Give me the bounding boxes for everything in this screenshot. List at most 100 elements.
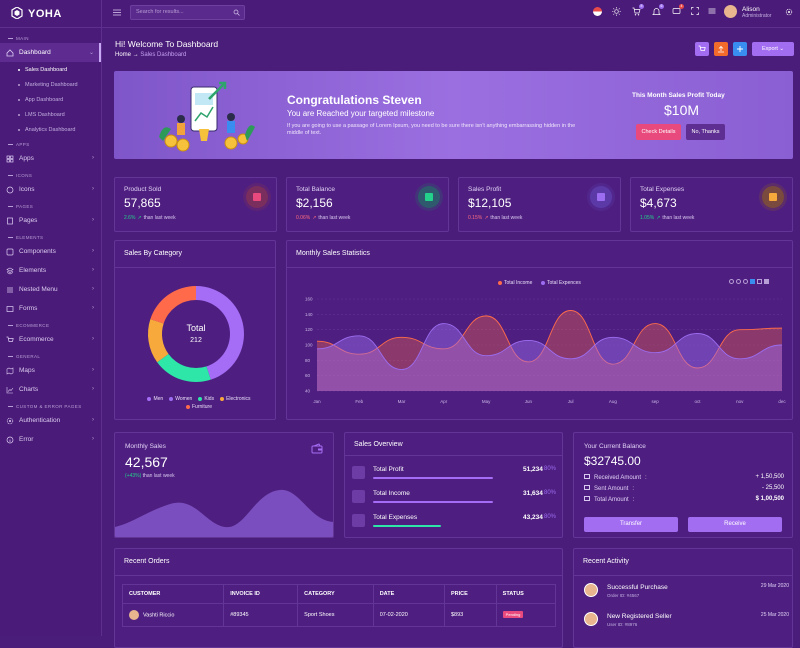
avatar[interactable] [724, 5, 737, 18]
overview-value: 31,634 [523, 490, 543, 497]
list-icon [7, 287, 13, 292]
sidebar-item-charts[interactable]: Charts › [0, 380, 101, 399]
flag-icon[interactable] [593, 7, 602, 16]
orders-table: CUSTOMER INVOICE ID CATEGORY DATE PRICE STATU… [121, 584, 557, 627]
stat-change-suffix: than last week [143, 215, 176, 221]
sidebar-item-error[interactable]: Error › [0, 430, 101, 449]
info-icon [6, 436, 14, 443]
sidebar-item-authentication[interactable]: Authentication › [0, 411, 101, 430]
menu-lines-icon[interactable] [708, 7, 716, 15]
sidebar-item-dashboard[interactable]: Dashboard ⌄ [0, 43, 101, 62]
sidebar-item-nested[interactable]: Nested Menu › [0, 280, 101, 299]
table-header[interactable]: STATUS [495, 584, 557, 604]
welcome-banner: Congratulations Steven You are Reached y… [114, 71, 793, 159]
sun-icon[interactable] [612, 7, 621, 16]
home-icon [6, 48, 14, 56]
x-tick-label: Aug [609, 399, 618, 404]
search-icon[interactable] [233, 9, 240, 16]
sales-overview-card: Sales Overview Total Profit 51,234 80% Tota… [344, 432, 563, 538]
receive-icon [584, 474, 590, 479]
stat-label: Total Balance [296, 186, 336, 193]
balance-sep: : [632, 497, 635, 503]
zoom-select-icon[interactable] [743, 279, 748, 284]
stat-change-suffix: than last week [490, 215, 523, 221]
table-header[interactable]: DATE [372, 584, 446, 604]
cart-icon[interactable]: 5 [632, 4, 644, 16]
bell-icon[interactable]: 6 [652, 4, 664, 16]
sidebar-item-icons[interactable]: Icons › [0, 180, 101, 199]
activity-subtitle: Order ID: #4567 [607, 593, 640, 598]
table-header[interactable]: PRICE [444, 584, 497, 604]
breadcrumb-home[interactable]: Home [115, 52, 132, 58]
sidebar-sub-marketing[interactable]: Marketing Dashboard [0, 77, 101, 92]
transfer-button[interactable]: Transfer [584, 517, 678, 532]
sidebar-item-forms[interactable]: Forms › [0, 299, 101, 318]
receive-button[interactable]: Receive [688, 517, 782, 532]
zoom-out-icon[interactable] [736, 279, 741, 284]
sidebar-item-maps[interactable]: Maps › [0, 361, 101, 380]
zoom-in-icon[interactable] [729, 279, 734, 284]
sidebar-item-label: Pages [19, 217, 38, 224]
legend-label: Electronics [226, 396, 251, 402]
sidebar-item-elements[interactable]: Elements › [0, 261, 101, 280]
file-icon [7, 217, 13, 224]
recent-activity-card: Recent Activity Successful Purchase Order… [573, 548, 793, 648]
send-icon [584, 485, 590, 490]
sidebar-sub-app[interactable]: App Dashboard [0, 92, 101, 107]
menu-icon[interactable] [113, 9, 121, 16]
add-button[interactable] [733, 42, 747, 56]
section-icons: ICONS [0, 170, 101, 180]
sidebar-item-apps[interactable]: Apps › [0, 149, 101, 168]
chevron-right-icon: › [92, 417, 94, 423]
card-title: Monthly Sales Statistics [296, 250, 370, 257]
section-custom: CUSTOM & ERROR PAGES [0, 401, 101, 411]
sidebar-sub-analytics[interactable]: Analytics Dashboard [0, 122, 101, 137]
sidebar-item-ecommerce[interactable]: Ecommerce › [0, 330, 101, 349]
overview-percent: 80% [544, 514, 557, 520]
section-general: GENERAL [0, 351, 101, 361]
table-row[interactable]: Vashti Riccio #89345 Sport Shoes 07-02-2020… [121, 603, 557, 627]
chevron-right-icon: › [92, 336, 94, 342]
bell-badge: 6 [659, 4, 664, 9]
monthly-sales-change: (+43%) than last week [125, 473, 175, 479]
gear-icon[interactable] [785, 8, 793, 16]
activity-item[interactable]: Successful Purchase Order ID: #4567 29 Mar… [584, 581, 789, 609]
stat-card: Total Balance $2,156 0.06% ↗ than last week [286, 177, 449, 232]
sidebar-item-pages[interactable]: Pages › [0, 211, 101, 230]
menu-icon[interactable] [764, 279, 769, 284]
breadcrumb: Home → Sales Dashboard [115, 52, 186, 58]
table-header[interactable]: CATEGORY [297, 584, 374, 604]
export-button[interactable]: Export ⌄ [752, 42, 794, 56]
donut-slice-furniture [150, 286, 196, 324]
section-elements: ELEMENTS [0, 232, 101, 242]
search-input[interactable]: Search for results... [130, 5, 245, 20]
sidebar-item-components[interactable]: Components › [0, 242, 101, 261]
stat-icon [769, 193, 777, 201]
chat-icon[interactable]: 4 [672, 4, 684, 16]
sidebar-sub-lms[interactable]: LMS Dashboard [0, 107, 101, 122]
no-thanks-button[interactable]: No, Thanks [686, 124, 725, 140]
pan-icon[interactable] [750, 279, 755, 284]
monthly-sales-statistics-card: Monthly Sales Statistics Total Income To… [286, 240, 793, 420]
chevron-right-icon: › [92, 305, 94, 311]
brand-name: YOHA [28, 7, 62, 20]
check-details-button[interactable]: Check Details [636, 124, 681, 140]
divider [115, 267, 275, 268]
x-tick-label: Jun [525, 399, 533, 404]
upload-button[interactable] [714, 42, 728, 56]
stat-value: $2,156 [296, 196, 333, 210]
activity-item[interactable]: New Registered Seller User ID: #8976 25 Ma… [584, 610, 789, 638]
cart-button[interactable] [695, 42, 709, 56]
card-title: Monthly Sales [125, 443, 166, 450]
table-header[interactable]: CUSTOMER [121, 584, 225, 604]
sidebar-item-label: Maps [19, 367, 35, 374]
reset-icon[interactable] [757, 279, 762, 284]
fullscreen-icon[interactable] [691, 7, 699, 15]
balance-row: Sent Amount: - 25,500 [584, 485, 784, 492]
table-header[interactable]: INVOICE ID [223, 584, 299, 604]
activity-date: 29 Mar 2020 [760, 583, 789, 589]
sidebar-sub-sales[interactable]: Sales Dashboard [0, 62, 101, 77]
brand-logo[interactable]: YOHA [0, 0, 101, 28]
x-tick-label: May [482, 399, 491, 404]
donut-slice-kids [157, 353, 211, 382]
